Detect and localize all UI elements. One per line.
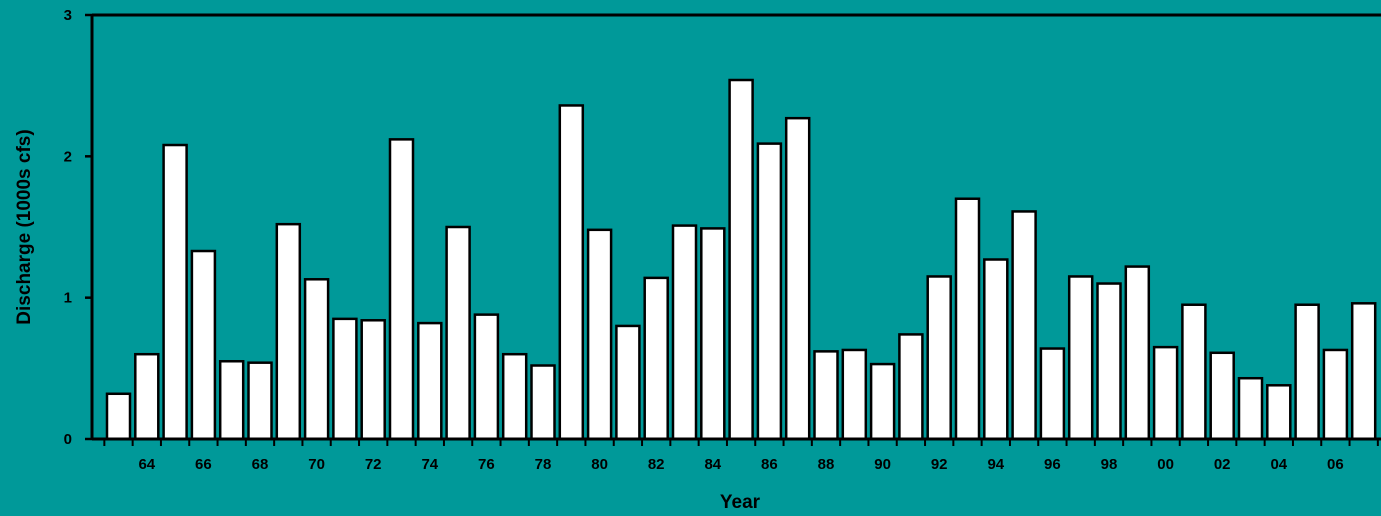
bar-76	[473, 313, 500, 441]
bar-02	[1209, 351, 1235, 441]
axes-group	[90, 13, 1381, 441]
bar-93	[954, 197, 981, 441]
bar-99	[1124, 265, 1151, 441]
bar-98	[1096, 282, 1122, 441]
x-tick-label: 64	[138, 456, 155, 473]
x-tick-label: 80	[591, 456, 608, 473]
bar-97	[1067, 275, 1094, 441]
bar-68	[247, 361, 273, 441]
bar-00	[1152, 345, 1179, 441]
x-tick-label: 02	[1214, 456, 1231, 473]
bar-74	[417, 321, 443, 441]
y-tick-label: 0	[64, 431, 72, 448]
x-tick-label: 96	[1044, 456, 1061, 473]
y-tick-label: 1	[64, 290, 72, 307]
y-tick-label: 3	[64, 7, 72, 24]
x-tick-label: 72	[365, 456, 382, 473]
y-tick-label: 2	[64, 148, 72, 165]
bar-64	[134, 352, 160, 441]
x-tick-label: 84	[704, 456, 721, 473]
x-tick-label: 06	[1327, 456, 1344, 473]
bar-88	[813, 350, 839, 441]
bar-92	[926, 275, 952, 441]
bar-85	[728, 78, 754, 441]
bar-91	[898, 333, 924, 441]
bar-90	[869, 362, 896, 441]
x-tick-label: 68	[252, 456, 269, 473]
bar-73	[388, 138, 415, 441]
x-tick-label: 88	[818, 456, 835, 473]
bar-07	[1350, 302, 1377, 441]
bar-06	[1322, 348, 1349, 441]
x-tick-label: 90	[874, 456, 891, 473]
x-axis-title: Year	[720, 492, 761, 513]
bar-66	[190, 249, 217, 441]
bar-63	[105, 392, 132, 441]
x-tick-label: 98	[1101, 456, 1118, 473]
x-tick-label: 00	[1157, 456, 1174, 473]
x-tick-label: 82	[648, 456, 665, 473]
x-tick-label: 66	[195, 456, 212, 473]
bar-80	[586, 228, 613, 441]
bar-89	[841, 348, 868, 441]
bar-78	[530, 364, 556, 441]
bar-86	[756, 142, 783, 441]
y-axis-title: Discharge (1000s cfs)	[14, 129, 35, 324]
bar-96	[1039, 347, 1066, 441]
bar-69	[275, 222, 302, 441]
bar-05	[1294, 303, 1320, 441]
bar-87	[784, 116, 811, 441]
bar-72	[360, 319, 386, 441]
x-tick-label: 94	[987, 456, 1004, 473]
bar-67	[218, 360, 245, 441]
x-ticks-group: 64 66 68 70 72 74 76 78 80 82 84 86 88 90 92 94 96 98 00 02…	[103, 439, 1379, 473]
bar-71	[332, 317, 358, 441]
bar-75	[445, 225, 471, 441]
x-tick-label: 76	[478, 456, 495, 473]
bar-65	[162, 143, 188, 441]
bar-01	[1181, 303, 1207, 441]
x-tick-label: 70	[308, 456, 325, 473]
bar-03	[1237, 376, 1264, 441]
bar-84	[700, 227, 726, 441]
x-tick-label: 92	[931, 456, 948, 473]
x-tick-label: 74	[421, 456, 438, 473]
bar-81	[615, 324, 641, 441]
bar-82	[643, 276, 669, 441]
bar-94	[983, 258, 1009, 441]
bar-04	[1266, 384, 1292, 441]
x-tick-label: 04	[1270, 456, 1287, 473]
bar-79	[558, 104, 585, 441]
x-tick-label: 78	[535, 456, 552, 473]
bar-95	[1011, 210, 1037, 441]
bar-83	[671, 224, 698, 441]
bar-70	[303, 278, 330, 441]
x-tick-label: 86	[761, 456, 778, 473]
bars-group	[105, 78, 1377, 441]
bar-77	[501, 352, 528, 441]
y-ticks-group: 0 1 2 3	[64, 7, 92, 448]
